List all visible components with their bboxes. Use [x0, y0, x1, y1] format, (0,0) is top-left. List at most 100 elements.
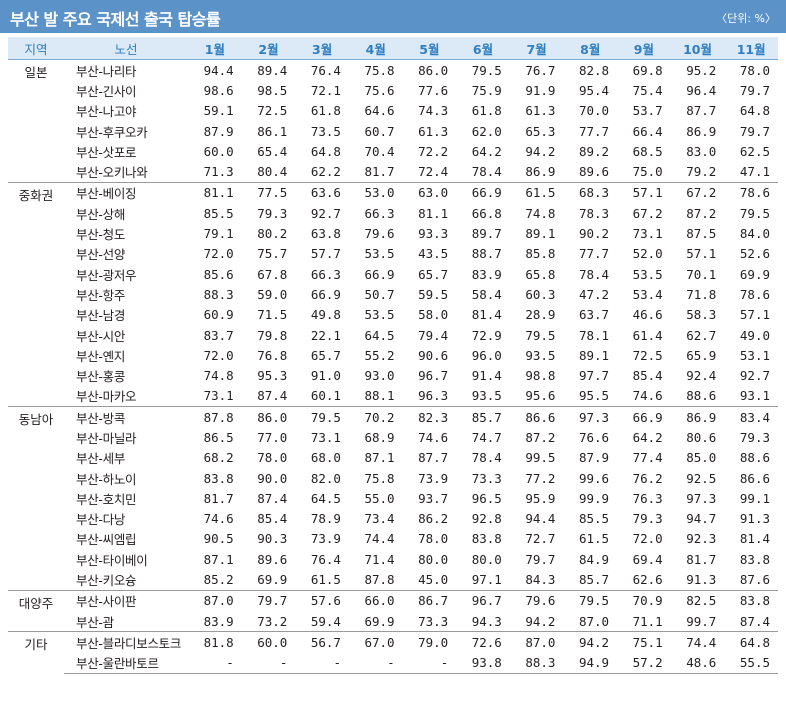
value-cell: 85.6 — [203, 266, 234, 282]
value-cell: 95.3 — [257, 368, 288, 384]
value-cell: 82.0 — [310, 470, 341, 486]
unit-label: 〈단위: %〉 — [716, 12, 776, 25]
value-cell: 97.3 — [563, 406, 618, 428]
value-cell: 98.8 — [525, 368, 556, 384]
value-cell: 74.6 — [418, 429, 449, 445]
value-cell: 85.4 — [257, 511, 288, 527]
value-cell: 66.8 — [471, 205, 502, 221]
value-cell: 82.8 — [563, 59, 618, 81]
value-cell: 72.9 — [471, 327, 502, 343]
value-cell: 75.8 — [348, 59, 403, 81]
value-cell: 98.6 — [203, 82, 234, 98]
value-cell: 77.7 — [578, 123, 610, 139]
value-cell: 79.3 — [257, 205, 288, 221]
table-row: 대양주 부산-사이판 87.0 79.7 57.6 66.0 86.7 96.7 79.6 79.… — [8, 589, 778, 632]
value-cell: 71.8 — [686, 286, 717, 302]
route-cell: 부산-나리타 — [64, 59, 189, 81]
table-row: 부산-다낭 74.6 85.4 78.9 73.4 86.2 92.8 94.4 85.5 79.… — [8, 509, 778, 529]
route-cell: 부산-시안 — [76, 328, 126, 344]
value-cell: 63.8 — [310, 226, 341, 242]
value-cell: 65.3 — [525, 123, 556, 139]
value-cell: 64.2 — [632, 429, 663, 445]
value-cell: 74.8 — [203, 368, 234, 384]
value-cell: 73.5 — [310, 123, 341, 139]
value-cell: 55.2 — [364, 347, 395, 363]
value-cell: 81.7 — [686, 551, 717, 567]
value-cell: 78.4 — [471, 450, 502, 466]
value-cell: 99.7 — [686, 613, 717, 629]
table-row: 부산-키오슝 85.2 69.9 61.5 87.8 45.0 97.1 84.3 85.7 62… — [8, 569, 778, 590]
value-cell: 88.7 — [471, 246, 502, 262]
value-cell: 62.0 — [471, 123, 502, 139]
route-cell: 부산-베이징 — [64, 181, 189, 204]
value-cell: 75.6 — [364, 82, 395, 98]
value-cell: 22.1 — [310, 327, 341, 343]
table-row: 부산-세부 68.2 78.0 68.0 87.1 87.7 78.4 99.5 87.9 77.… — [8, 448, 778, 468]
value-cell: 86.2 — [418, 511, 449, 527]
value-cell: 81.8 — [188, 631, 242, 653]
value-cell: 57.1 — [739, 307, 770, 323]
value-cell: 89.6 — [257, 551, 288, 567]
value-cell: 63.6 — [295, 181, 349, 204]
route-cell: 부산-오키나와 — [76, 165, 148, 181]
value-cell: 75.9 — [471, 82, 502, 98]
value-cell: 94.9 — [563, 652, 618, 674]
value-cell: 61.3 — [418, 123, 449, 139]
value-cell: 79.6 — [364, 226, 395, 242]
header-month: 8월 — [563, 37, 618, 60]
value-cell: 60.7 — [364, 123, 395, 139]
header-row: 지역 노선 1월 2월 3월 4월 5월 6월 7월 8월 9월 10월 11월 — [8, 37, 778, 60]
value-cell: 68.5 — [632, 143, 663, 159]
value-cell: 57.7 — [310, 246, 341, 262]
value-cell: 74.8 — [525, 205, 556, 221]
value-cell: 81.4 — [739, 531, 770, 547]
route-cell: 부산-타이베이 — [76, 552, 148, 568]
value-cell: 66.9 — [456, 181, 510, 204]
value-cell: 61.8 — [471, 103, 502, 119]
value-cell: 86.9 — [686, 123, 717, 139]
table-row: 기타 부산-블라디보스토크 81.8 60.0 56.7 67.0 79.0 72.6 87.0… — [8, 631, 778, 674]
value-cell: 94.4 — [525, 511, 556, 527]
value-cell: 67.2 — [670, 181, 725, 204]
header-month: 3월 — [295, 37, 349, 60]
value-cell: 87.1 — [364, 450, 395, 466]
value-cell: 61.3 — [525, 103, 556, 119]
value-cell: 77.0 — [257, 429, 288, 445]
value-cell: 83.8 — [724, 589, 778, 612]
value-cell: 77.4 — [632, 450, 663, 466]
table-row: 부산-씨엠립 90.5 90.3 73.9 74.4 78.0 83.8 72.7 61.5 72… — [8, 529, 778, 549]
value-cell: 79.1 — [203, 226, 234, 242]
value-cell: 87.4 — [257, 490, 288, 506]
value-cell: 92.7 — [310, 205, 341, 221]
route-cell: 부산-선양 — [76, 247, 126, 263]
value-cell: 57.2 — [617, 652, 671, 674]
value-cell: 45.0 — [418, 572, 449, 588]
value-cell: 93.0 — [364, 368, 395, 384]
route-cell: 부산-광저우 — [76, 267, 137, 283]
value-cell: - — [241, 652, 296, 674]
route-cell: 부산-사이판 — [64, 589, 189, 612]
header-month: 9월 — [617, 37, 671, 60]
table-body: 일본 부산-나리타 94.4 89.4 76.4 75.8 86.0 79.5 76.7 82.8… — [8, 59, 778, 674]
value-cell: 92.3 — [686, 531, 717, 547]
route-cell: 부산-후쿠오카 — [76, 124, 148, 140]
value-cell: 87.8 — [188, 406, 242, 428]
value-cell: 76.8 — [257, 347, 288, 363]
value-cell: 69.9 — [364, 613, 395, 629]
table-row: 부산-오키나와 71.3 80.4 62.2 81.7 72.4 78.4 86.9 89.6 7… — [8, 161, 778, 182]
value-cell: 83.9 — [203, 613, 234, 629]
value-cell: 80.0 — [418, 551, 449, 567]
header-month: 5월 — [402, 37, 457, 60]
value-cell: 53.1 — [739, 347, 770, 363]
value-cell: 50.7 — [364, 286, 395, 302]
table-row: 부산-선양 72.0 75.7 57.7 53.5 43.5 88.7 85.8 77.7 52.… — [8, 244, 778, 264]
value-cell: 91.3 — [739, 511, 770, 527]
value-cell: 61.5 — [310, 572, 341, 588]
value-cell: 69.8 — [617, 59, 671, 81]
value-cell: 79.5 — [563, 589, 618, 612]
value-cell: 90.3 — [257, 531, 288, 547]
table-row: 부산-남경 60.9 71.5 49.8 53.5 58.0 81.4 28.9 63.7 46.… — [8, 305, 778, 325]
value-cell: 94.4 — [188, 59, 242, 81]
value-cell: 89.7 — [471, 226, 502, 242]
value-cell: 85.2 — [203, 572, 234, 588]
